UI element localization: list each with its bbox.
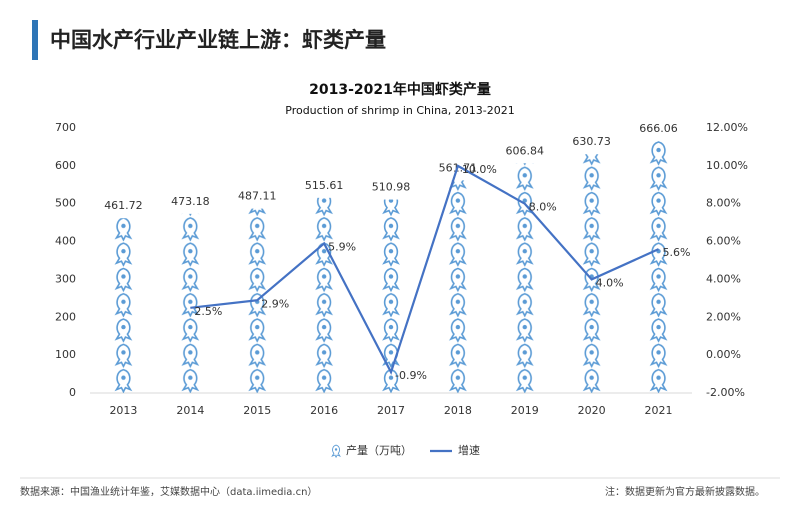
bar-value-label: 487.11	[238, 190, 277, 203]
shrimp-icon	[331, 444, 341, 459]
footer-source: 数据来源：中国渔业统计年鉴，艾媒数据中心（data.iimedia.cn）	[20, 485, 317, 498]
bar-value-label: 510.98	[372, 181, 411, 194]
y-tick-label: 200	[55, 310, 76, 323]
footer-note: 注：数据更新为官方最新披露数据。	[605, 485, 765, 498]
legend-swatch	[331, 444, 341, 459]
line-value-label: 10.0%	[462, 163, 497, 176]
legend-label: 增速	[458, 443, 480, 457]
bar-value-label: 515.61	[305, 179, 344, 192]
bar-value-label: 666.06	[639, 122, 678, 135]
x-tick-label: 2018	[444, 404, 472, 417]
y2-tick-label: 2.00%	[706, 310, 741, 323]
y-tick-label: 0	[69, 386, 76, 399]
bar	[313, 197, 336, 393]
x-tick-label: 2015	[243, 404, 271, 417]
x-tick-label: 2013	[109, 404, 137, 417]
y-tick-label: 500	[55, 197, 76, 210]
x-tick-label: 2016	[310, 404, 338, 417]
y2-tick-label: 0.00%	[706, 348, 741, 361]
y2-tick-label: -2.00%	[706, 386, 745, 399]
y-tick-label: 400	[55, 235, 76, 248]
bar-value-label: 461.72	[104, 199, 143, 212]
line-value-label: 2.9%	[261, 297, 289, 310]
x-tick-label: 2014	[176, 404, 204, 417]
y2-tick-label: 6.00%	[706, 235, 741, 248]
bar	[380, 199, 402, 393]
line-value-label: 5.9%	[328, 240, 356, 253]
y2-tick-label: 12.00%	[706, 121, 748, 134]
bar	[112, 218, 135, 393]
bar	[179, 213, 202, 393]
line-value-label: 8.0%	[529, 201, 557, 214]
bar	[446, 180, 469, 393]
bar	[580, 154, 603, 393]
bar-value-label: 606.84	[506, 144, 545, 157]
x-tick-label: 2019	[511, 404, 539, 417]
x-tick-label: 2017	[377, 404, 405, 417]
y2-tick-label: 4.00%	[706, 272, 741, 285]
growth-line	[190, 164, 660, 376]
y-tick-label: 100	[55, 348, 76, 361]
bar-value-label: 630.73	[572, 135, 611, 148]
bar	[513, 163, 536, 393]
x-tick-label: 2020	[578, 404, 606, 417]
line-value-label: 4.0%	[596, 276, 624, 289]
bar	[647, 140, 670, 393]
y-tick-label: 600	[55, 159, 76, 172]
y-tick-label: 300	[55, 272, 76, 285]
x-tick-label: 2021	[645, 404, 673, 417]
y-tick-label: 700	[55, 121, 76, 134]
header-title: 中国水产行业产业链上游：虾类产量	[50, 28, 386, 52]
chart-title: 2013-2021年中国虾类产量	[309, 81, 491, 98]
line-value-label: 5.6%	[663, 246, 691, 259]
legend-label: 产量（万吨）	[346, 443, 412, 457]
line-value-label: -0.9%	[395, 369, 427, 382]
y2-tick-label: 10.00%	[706, 159, 748, 172]
bar-value-label: 473.18	[171, 195, 210, 208]
shrimp-eye	[334, 448, 338, 451]
y2-tick-label: 8.00%	[706, 197, 741, 210]
chart-subtitle: Production of shrimp in China, 2013-2021	[285, 104, 515, 117]
header-accent	[32, 20, 38, 60]
line-value-label: 2.5%	[194, 305, 222, 318]
